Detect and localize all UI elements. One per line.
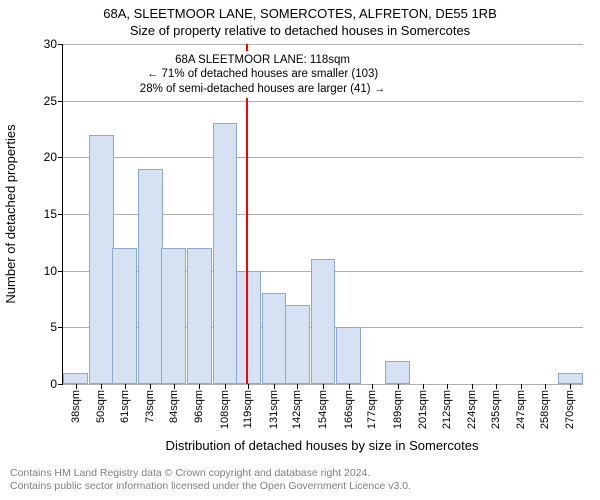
xtick-label: 119sqm [242,390,254,428]
x-axis-label: Distribution of detached houses by size … [166,438,479,453]
grid-line [63,44,583,45]
grid-line [63,157,583,158]
xtick-label: 270sqm [564,390,576,429]
xtick-label: 61sqm [119,390,131,423]
xtick-label: 166sqm [343,390,355,429]
footer-line1: Contains HM Land Registry data © Crown c… [10,467,411,481]
xtick-mark [349,384,350,389]
footer-attribution: Contains HM Land Registry data © Crown c… [10,467,411,494]
histogram-bar [161,248,186,384]
xtick-mark [447,384,448,389]
xtick-label: 247sqm [515,390,527,429]
ytick-label: 5 [50,320,63,334]
xtick-label: 96sqm [193,390,205,423]
xtick-mark [398,384,399,389]
histogram-bar [138,169,163,384]
histogram-bar [213,123,238,384]
chart-title-line2: Size of property relative to detached ho… [0,21,600,38]
xtick-mark [323,384,324,389]
xtick-label: 38sqm [70,390,82,423]
ytick-label: 30 [44,37,63,51]
xtick-label: 131sqm [268,390,280,429]
histogram-bar [112,248,137,384]
xtick-mark [496,384,497,389]
histogram-bar [63,373,88,384]
histogram-bar [311,259,336,384]
footer-line2: Contains public sector information licen… [10,480,411,494]
xtick-mark [372,384,373,389]
chart-container: 68A, SLEETMOOR LANE, SOMERCOTES, ALFRETO… [0,0,600,500]
xtick-label: 235sqm [490,390,502,429]
xtick-mark [76,384,77,389]
xtick-mark [297,384,298,389]
xtick-label: 154sqm [317,390,329,429]
xtick-mark [174,384,175,389]
xtick-label: 201sqm [417,390,429,429]
ytick-label: 25 [44,94,63,108]
ytick-label: 10 [44,264,63,278]
ytick-label: 0 [50,377,63,391]
histogram-bar [285,305,310,384]
annotation-line: 68A SLEETMOOR LANE: 118sqm [140,53,385,67]
xtick-mark [248,384,249,389]
ytick-label: 15 [44,207,63,221]
xtick-label: 84sqm [168,390,180,423]
xtick-mark [125,384,126,389]
histogram-bar [385,361,410,384]
chart-title-line1: 68A, SLEETMOOR LANE, SOMERCOTES, ALFRETO… [0,0,600,21]
plot-area: 05101520253038sqm50sqm61sqm73sqm84sqm96s… [62,44,583,385]
histogram-bar [262,293,287,384]
xtick-label: 212sqm [441,390,453,429]
xtick-mark [199,384,200,389]
xtick-mark [545,384,546,389]
xtick-mark [101,384,102,389]
xtick-label: 189sqm [392,390,404,429]
xtick-label: 108sqm [219,390,231,429]
xtick-label: 142sqm [291,390,303,429]
histogram-bar [336,327,361,384]
grid-line [63,101,583,102]
xtick-label: 258sqm [539,390,551,429]
xtick-mark [225,384,226,389]
xtick-label: 224sqm [466,390,478,429]
annotation-line: 28% of semi-detached houses are larger (… [140,82,385,96]
xtick-label: 50sqm [95,390,107,423]
xtick-mark [423,384,424,389]
xtick-label: 177sqm [366,390,378,429]
histogram-bar [236,271,261,384]
ytick-label: 20 [44,150,63,164]
y-axis-label: Number of detached properties [3,124,18,303]
xtick-mark [472,384,473,389]
xtick-mark [150,384,151,389]
annotation-box: 68A SLEETMOOR LANE: 118sqm← 71% of detac… [136,51,389,98]
xtick-mark [521,384,522,389]
histogram-bar [558,373,583,384]
xtick-mark [570,384,571,389]
annotation-line: ← 71% of detached houses are smaller (10… [140,67,385,81]
xtick-label: 73sqm [144,390,156,423]
histogram-bar [89,135,114,384]
histogram-bar [187,248,212,384]
xtick-mark [274,384,275,389]
